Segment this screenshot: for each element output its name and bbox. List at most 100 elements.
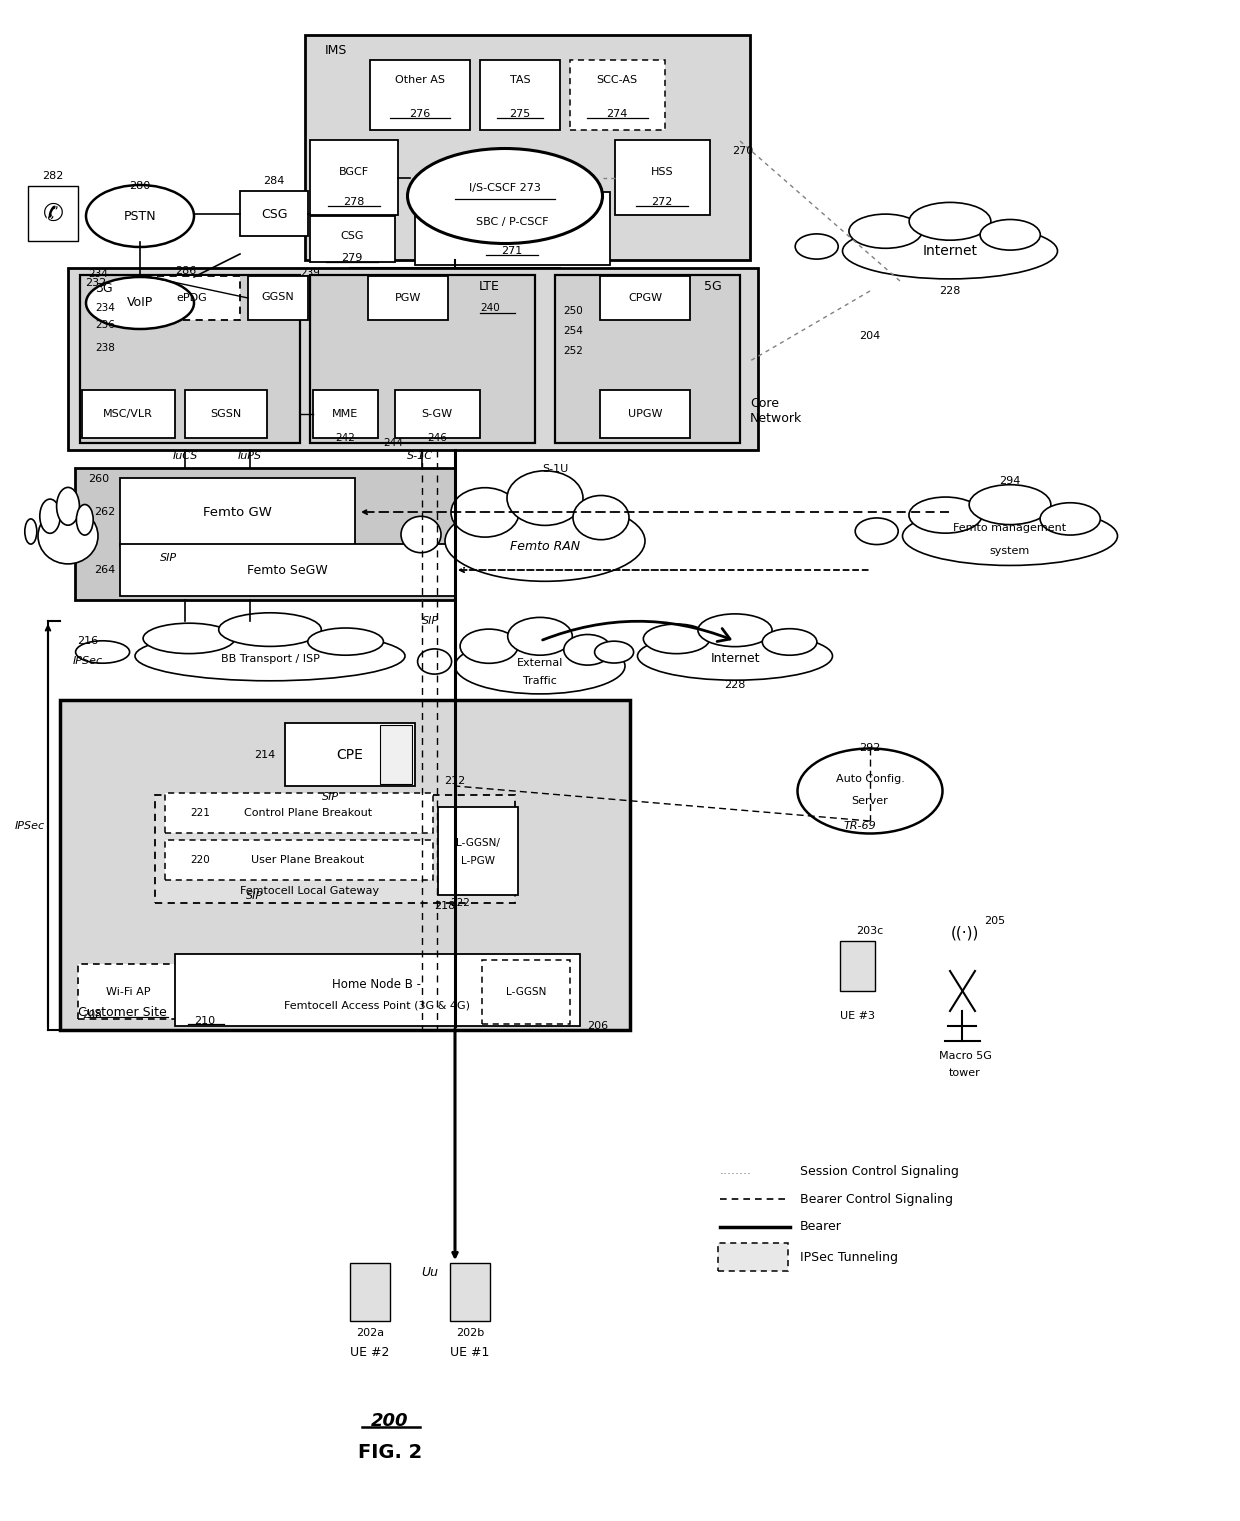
Ellipse shape [507, 618, 573, 656]
Text: MME: MME [332, 409, 358, 418]
Ellipse shape [970, 485, 1050, 525]
Ellipse shape [698, 614, 773, 646]
Text: 200: 200 [371, 1411, 409, 1430]
Bar [556, 275, 740, 443]
Text: BGCF: BGCF [339, 167, 370, 176]
Bar [312, 389, 378, 438]
Text: S-1U: S-1U [542, 464, 568, 475]
Text: Auto Config.: Auto Config. [836, 774, 904, 783]
Ellipse shape [980, 219, 1040, 249]
Text: 228: 228 [724, 680, 745, 691]
Ellipse shape [637, 631, 832, 680]
Ellipse shape [455, 639, 625, 694]
Text: system: system [990, 546, 1030, 557]
Text: IuPS: IuPS [238, 452, 262, 461]
Bar [60, 700, 630, 1030]
Ellipse shape [57, 487, 79, 525]
Ellipse shape [909, 202, 991, 240]
Text: Bearer: Bearer [800, 1220, 842, 1234]
Bar [310, 140, 398, 214]
Ellipse shape [418, 649, 451, 674]
Bar [350, 1262, 391, 1322]
Text: TR-69: TR-69 [843, 821, 877, 830]
Text: 208: 208 [82, 1010, 102, 1021]
Bar [396, 389, 480, 438]
Text: 214: 214 [254, 750, 275, 760]
Bar [570, 59, 665, 129]
Text: SGSN: SGSN [211, 409, 242, 418]
Text: UE #2: UE #2 [351, 1346, 389, 1360]
Text: External: External [517, 659, 563, 668]
Text: 276: 276 [409, 110, 430, 119]
Text: 250: 250 [563, 306, 583, 316]
Text: L-GGSN/: L-GGSN/ [456, 838, 500, 849]
Text: IPSec: IPSec [15, 821, 45, 830]
Text: L-GGSN: L-GGSN [506, 987, 546, 996]
Bar [368, 275, 448, 319]
Bar [482, 960, 570, 1024]
Text: 202b: 202b [456, 1328, 484, 1338]
Ellipse shape [135, 631, 405, 681]
Bar [370, 59, 470, 129]
Bar [600, 389, 689, 438]
Text: Server: Server [852, 795, 888, 806]
Bar [165, 840, 433, 881]
Bar [438, 808, 518, 894]
Ellipse shape [401, 516, 441, 552]
Text: 220: 220 [190, 855, 210, 865]
Text: Session Control Signaling: Session Control Signaling [800, 1165, 959, 1177]
Text: SIP: SIP [247, 891, 264, 900]
Text: 228: 228 [940, 286, 961, 297]
Ellipse shape [308, 628, 383, 656]
Text: CPGW: CPGW [627, 294, 662, 303]
Text: 3G: 3G [95, 281, 113, 295]
Text: Traffic: Traffic [523, 675, 557, 686]
Text: IPSec Tunneling: IPSec Tunneling [800, 1250, 898, 1264]
Text: Macro 5G: Macro 5G [939, 1051, 992, 1062]
Text: Femto management: Femto management [954, 523, 1066, 532]
Text: S-1C: S-1C [407, 452, 433, 461]
Text: 286: 286 [175, 266, 197, 275]
Text: 232: 232 [86, 278, 107, 287]
Text: IPSec: IPSec [73, 656, 103, 666]
Ellipse shape [77, 505, 93, 535]
Text: 279: 279 [341, 252, 362, 263]
Text: 218: 218 [434, 900, 455, 911]
Text: 271: 271 [501, 246, 522, 256]
Text: PGW: PGW [394, 294, 422, 303]
Text: Internet: Internet [923, 243, 977, 259]
Ellipse shape [143, 624, 234, 654]
Ellipse shape [40, 499, 61, 534]
Bar [120, 545, 455, 596]
Text: 236: 236 [95, 319, 115, 330]
Ellipse shape [797, 748, 942, 834]
Bar [145, 275, 241, 319]
Text: HSS: HSS [651, 167, 673, 176]
Text: SIP: SIP [321, 792, 339, 802]
Ellipse shape [451, 488, 520, 537]
Text: tower: tower [949, 1068, 981, 1078]
Text: FIG. 2: FIG. 2 [358, 1443, 422, 1463]
Text: 270: 270 [733, 146, 754, 157]
Text: 239: 239 [300, 268, 320, 278]
Ellipse shape [1040, 503, 1100, 535]
Text: UE #3: UE #3 [839, 1011, 874, 1021]
Ellipse shape [856, 519, 898, 545]
Text: Home Node B -: Home Node B - [332, 978, 422, 990]
Bar [615, 140, 711, 214]
Ellipse shape [218, 613, 321, 646]
Ellipse shape [573, 496, 629, 540]
Bar [600, 275, 689, 319]
Bar [120, 478, 355, 546]
Text: 242: 242 [335, 433, 355, 443]
Bar [718, 1243, 787, 1272]
Bar [78, 964, 179, 1019]
Text: 206: 206 [588, 1021, 609, 1031]
Text: PSTN: PSTN [124, 210, 156, 222]
Text: CSG: CSG [260, 207, 288, 221]
Text: IuCS: IuCS [172, 452, 197, 461]
Text: IMS: IMS [325, 44, 347, 56]
Text: Femto RAN: Femto RAN [510, 540, 580, 552]
Text: BB Transport / ISP: BB Transport / ISP [221, 654, 320, 665]
Bar [310, 216, 396, 262]
